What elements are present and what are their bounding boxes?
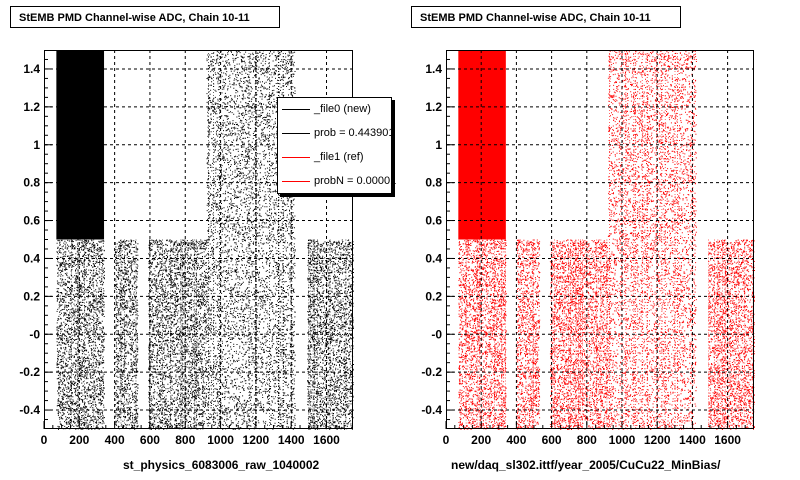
x-tick-label: 0 xyxy=(443,433,450,447)
x-tick-label: 400 xyxy=(506,433,526,447)
scatter-points xyxy=(549,239,609,430)
legend-label: prob = 0.443901 xyxy=(314,127,395,139)
y-tick-label: 1 xyxy=(33,138,40,152)
y-tick-label: 0.2 xyxy=(23,289,40,303)
scatter-points xyxy=(607,50,697,430)
x-tick-label: 1400 xyxy=(278,433,305,447)
legend: _file0 (new) prob = 0.443901 _file1 (ref… xyxy=(277,97,396,194)
legend-entry: probN = 0.00001 xyxy=(278,170,396,194)
legend-label: _file0 (new) xyxy=(314,103,371,115)
y-tick-label: -0 xyxy=(431,327,442,341)
legend-line xyxy=(282,109,310,110)
x-tick-label: 800 xyxy=(577,433,597,447)
plot-frame-left xyxy=(44,50,353,429)
x-axis-title-left: st_physics_6083006_raw_1040002 xyxy=(123,458,320,472)
scatter-points xyxy=(114,239,139,430)
y-tick-label: 1.2 xyxy=(425,100,442,114)
x-tick-label: 1000 xyxy=(609,433,636,447)
legend-entry: _file1 (ref) xyxy=(278,146,391,170)
legend-line xyxy=(282,157,310,158)
scatter-points xyxy=(458,239,507,430)
x-tick-label: 600 xyxy=(542,433,562,447)
y-tick-label: -0 xyxy=(29,327,40,341)
y-tick-label: 1 xyxy=(435,138,442,152)
chart-title-left: StEMB PMD Channel-wise ADC, Chain 10-11 xyxy=(10,6,280,28)
y-tick-label: -0.4 xyxy=(19,403,40,417)
legend-entry: prob = 0.443901 xyxy=(278,122,395,146)
y-tick-label: 0.4 xyxy=(23,251,40,265)
y-tick-label: -0.2 xyxy=(19,365,40,379)
scatter-points xyxy=(708,239,755,430)
legend-line xyxy=(282,133,310,134)
x-axis-title-right: new/daq_sl302.ittf/year_2005/CuCu22_MinB… xyxy=(451,458,721,472)
y-tick-label: 0.8 xyxy=(23,176,40,190)
axes: 0 200 400 600 800 1000 1200 1400 1600 -0.4 -0.2 -0 0… xyxy=(421,58,746,447)
y-tick-label: 1.4 xyxy=(425,62,442,76)
y-tick-label: 0.4 xyxy=(425,251,442,265)
x-tick-label: 1600 xyxy=(313,433,340,447)
scatter-streaks xyxy=(208,50,293,429)
y-tick-label: 0.2 xyxy=(425,289,442,303)
y-tick-label: 0.6 xyxy=(425,214,442,228)
y-tick-label: 0.8 xyxy=(425,176,442,190)
y-tick-label: 1.2 xyxy=(23,100,40,114)
y-tick-label: -0.4 xyxy=(421,403,442,417)
x-tick-label: 800 xyxy=(175,433,195,447)
plot-frame-right xyxy=(446,50,754,429)
x-tick-label: 1200 xyxy=(644,433,671,447)
x-tick-label: 1600 xyxy=(714,433,741,447)
x-tick-label: 1400 xyxy=(679,433,706,447)
x-tick-label: 200 xyxy=(69,433,89,447)
y-tick-label: -0.2 xyxy=(421,365,442,379)
chart-title-right: StEMB PMD Channel-wise ADC, Chain 10-11 xyxy=(411,6,681,28)
x-tick-label: 400 xyxy=(105,433,125,447)
legend-line xyxy=(282,181,310,182)
x-tick-label: 200 xyxy=(471,433,491,447)
x-tick-label: 600 xyxy=(140,433,160,447)
x-tick-label: 0 xyxy=(41,433,48,447)
legend-label: _file1 (ref) xyxy=(314,151,364,163)
x-tick-label: 1000 xyxy=(207,433,234,447)
y-tick-label: 1.4 xyxy=(23,62,40,76)
legend-entry: _file0 (new) xyxy=(278,98,391,122)
axes: 0 200 400 600 800 1000 1200 1400 1600 -0.4 -0.2 -0 0… xyxy=(19,58,345,447)
scatter-streaks xyxy=(609,50,678,429)
scatter-points xyxy=(307,239,354,430)
legend-label: probN = 0.00001 xyxy=(314,175,397,187)
scatter-points xyxy=(206,50,296,430)
x-tick-label: 1200 xyxy=(243,433,270,447)
y-tick-label: 0.6 xyxy=(23,214,40,228)
